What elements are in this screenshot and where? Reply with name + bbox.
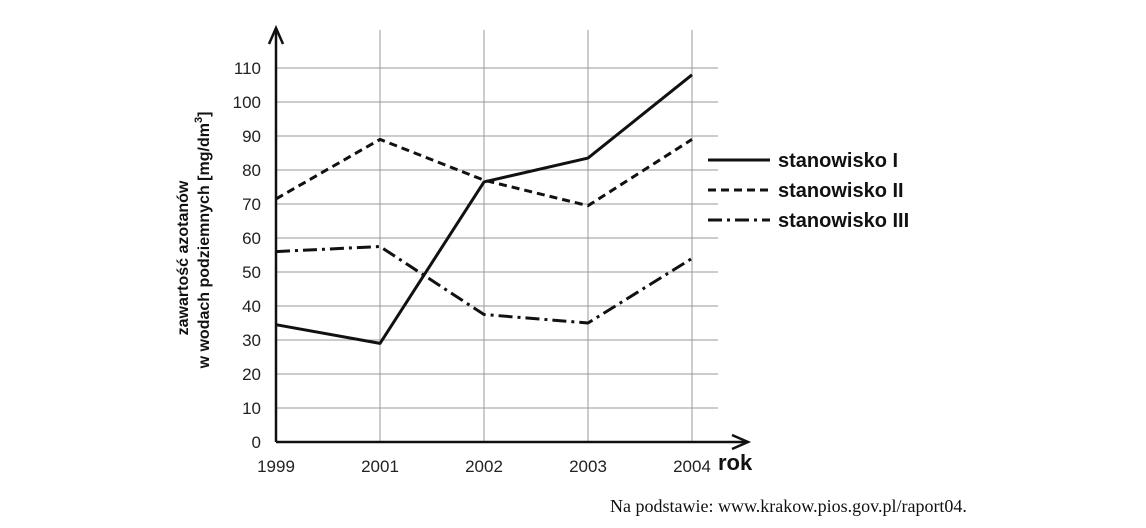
x-tick-label: 2003 [569, 457, 607, 476]
y-tick-label: 100 [233, 93, 261, 112]
y-axis-label: zawartość azotanów [175, 180, 192, 335]
y-tick-label: 20 [242, 365, 261, 384]
series-line [275, 245, 693, 325]
series-line [275, 137, 693, 208]
y-tick-label: 60 [242, 229, 261, 248]
x-tick-label: 2001 [361, 457, 399, 476]
legend-label: stanowisko II [778, 180, 904, 202]
x-tick-label: 2002 [465, 457, 503, 476]
y-tick-labels: 0 10 20 30 40 50 60 70 80 90 100 110 [233, 59, 261, 452]
series-lines [275, 73, 693, 345]
y-tick-label: 0 [252, 433, 261, 452]
y-tick-label: 110 [234, 59, 261, 78]
legend-label: stanowisko I [778, 150, 898, 172]
x-tick-label: 1999 [257, 457, 295, 476]
x-tick-label: 2004 [673, 457, 711, 476]
y-axis-label-line-2: w wodach podziemnych [mg/dm3] [193, 112, 213, 370]
y-tick-label: 90 [242, 127, 261, 146]
x-axis-arrow-icon [731, 433, 752, 451]
source-note: Na podstawie: www.krakow.pios.gov.pl/rap… [610, 496, 967, 516]
y-axis-unit-close: ] [196, 112, 213, 117]
x-axis-label: rok [718, 450, 753, 475]
x-tick-labels: 1999 2001 2002 2003 2004 [257, 457, 711, 476]
y-tick-label: 30 [242, 331, 261, 350]
series-line [275, 73, 693, 345]
y-axis-unit-superscript: 3 [193, 117, 205, 123]
y-tick-label: 10 [242, 399, 261, 418]
legend-label: stanowisko III [778, 210, 909, 232]
axes [267, 24, 752, 451]
y-tick-label: 40 [242, 297, 261, 316]
y-tick-label: 50 [242, 263, 261, 282]
y-axis-arrow-icon [267, 24, 285, 45]
y-axis-label-line2: w wodach podziemnych [mg/dm [196, 123, 213, 369]
y-axis-label-line1: zawartość azotanów [175, 180, 192, 335]
y-tick-label: 70 [242, 195, 261, 214]
grid [276, 30, 718, 442]
y-tick-label: 80 [242, 161, 261, 180]
legend: stanowisko I stanowisko II stanowisko III [708, 150, 909, 232]
